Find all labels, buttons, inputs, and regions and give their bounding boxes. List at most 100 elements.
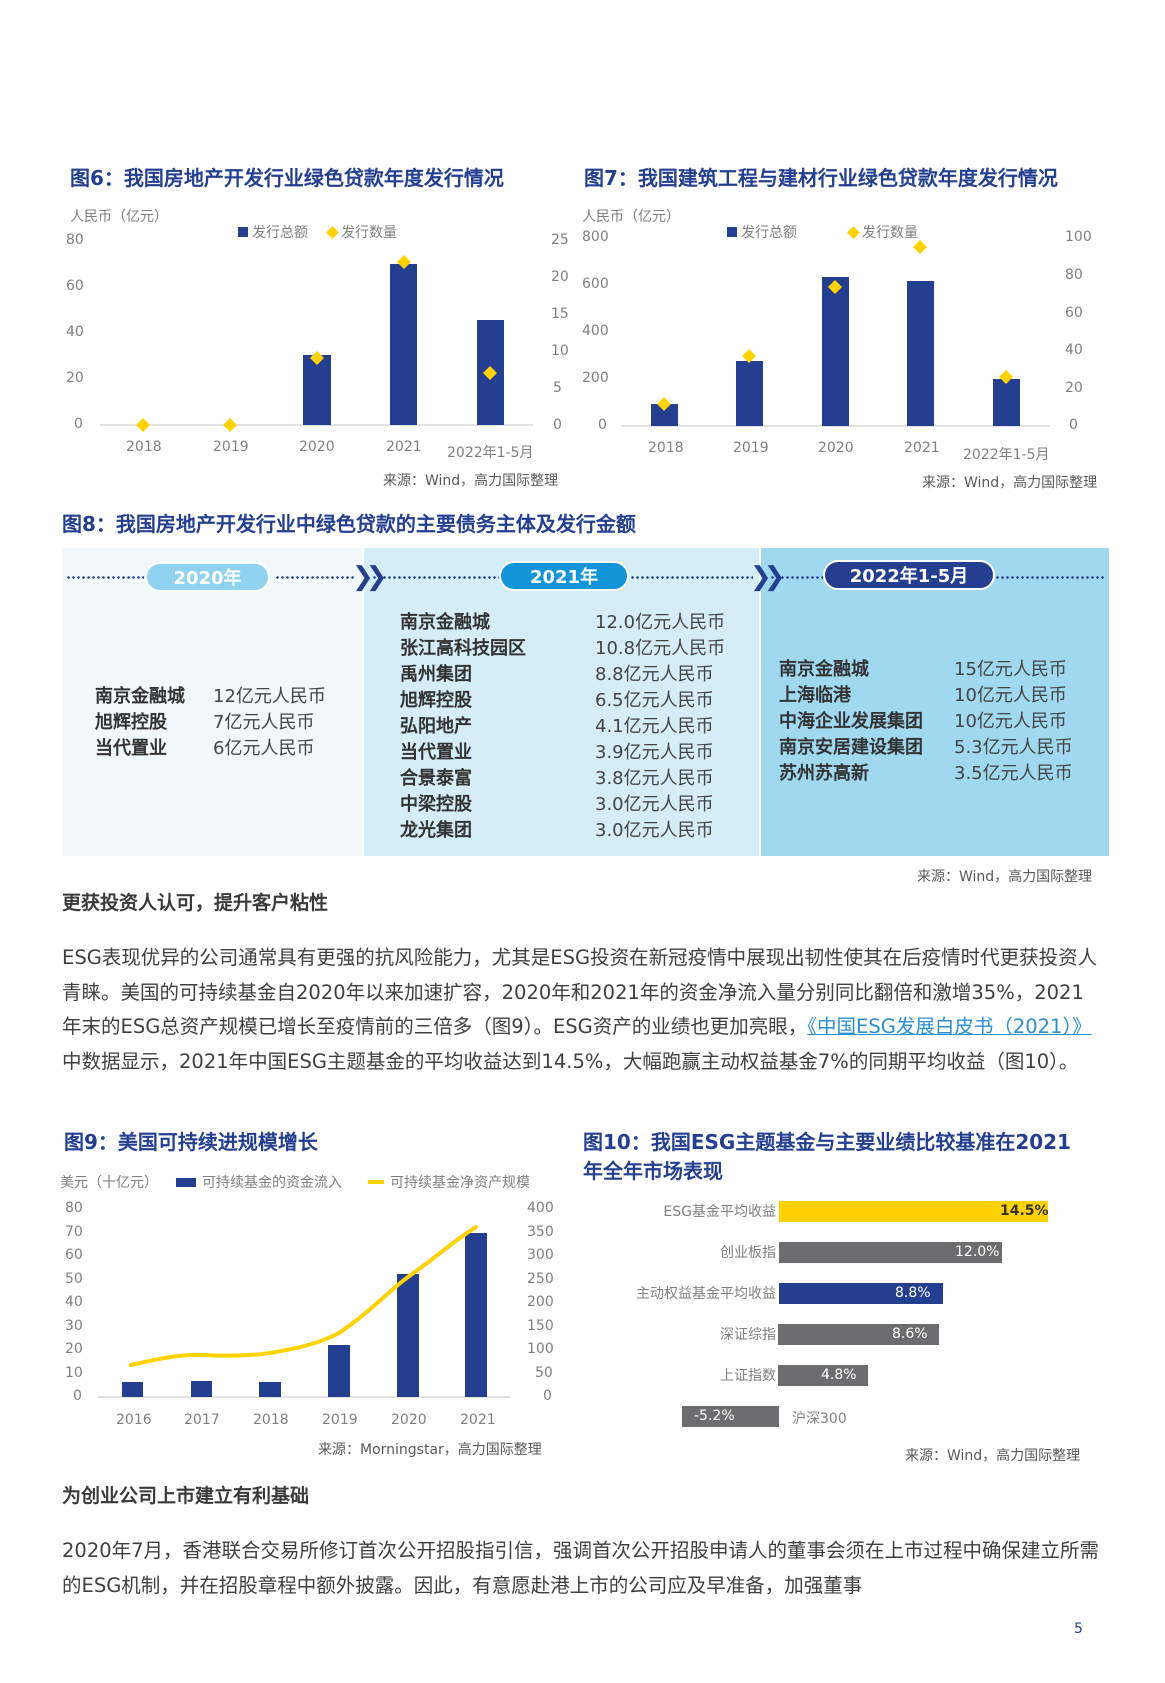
x-tick: 2019 [322, 1412, 358, 1428]
entity-amount: 3.8亿元人民币 [595, 768, 714, 789]
section-heading: 为创业公司上市建立有利基础 [62, 1485, 310, 1507]
tick: 20 [551, 269, 569, 285]
tick: 40 [65, 1294, 83, 1310]
entity-name: 中梁控股 [400, 794, 472, 815]
bar-label: 创业板指 [720, 1245, 776, 1261]
tick: 25 [551, 232, 569, 248]
bar-value: 8.6% [892, 1326, 928, 1342]
entity-amount: 10亿元人民币 [954, 685, 1067, 706]
fig8-pill-2022: 2022年1-5月 [823, 560, 995, 590]
entity-amount: 6亿元人民币 [213, 738, 315, 759]
entity-name: 南京金融城 [400, 612, 490, 633]
x-tick: 2019 [733, 440, 769, 456]
tick: 0 [598, 417, 607, 433]
fig7-y-axis-label: 人民币（亿元） [582, 209, 680, 225]
entity-name: 南京金融城 [95, 686, 185, 707]
bar-label: 主动权益基金平均收益 [636, 1286, 776, 1302]
entity-amount: 15亿元人民币 [954, 659, 1067, 680]
entity-amount: 3.0亿元人民币 [595, 794, 714, 815]
tick: 0 [73, 1388, 82, 1404]
legend-label: 可持续基金净资产规模 [390, 1175, 530, 1191]
tick: 40 [66, 324, 84, 340]
bar-value: 14.5% [1000, 1203, 1049, 1219]
fig9-y-axis-label: 美元（十亿元） [60, 1175, 158, 1191]
entity-name: 旭辉控股 [400, 690, 472, 711]
entity-amount: 10.8亿元人民币 [595, 638, 726, 659]
tick: 200 [582, 370, 609, 386]
tick: 100 [527, 1341, 554, 1357]
x-tick: 2018 [126, 439, 162, 455]
paragraph-text: ESG表现优异的公司通常具有更强的抗风险能力，尤其是ESG投资在新冠疫情中展现出… [62, 946, 1098, 1038]
bar-active-equity [779, 1283, 943, 1304]
bar-value: 4.8% [821, 1367, 857, 1383]
entity-amount: 3.5亿元人民币 [954, 763, 1073, 784]
tick: 600 [582, 276, 609, 292]
entity-name: 上海临港 [779, 685, 851, 706]
tick: 20 [66, 370, 84, 386]
tick: 20 [65, 1341, 83, 1357]
fig8-panel-2020 [62, 548, 362, 856]
fig7-title: 图7：我国建筑工程与建材行业绿色贷款年度发行情况 [584, 166, 1058, 190]
fig6-y-axis-label: 人民币（亿元） [70, 209, 168, 225]
x-tick: 2020 [299, 439, 335, 455]
fig7-legend: 发行总额 发行数量 [727, 222, 918, 242]
tick: 800 [582, 229, 609, 245]
entity-name: 南京安居建设集团 [779, 737, 923, 758]
entity-name: 南京金融城 [779, 659, 869, 680]
tick: 80 [65, 1200, 83, 1216]
x-tick: 2019 [213, 439, 249, 455]
tick: 70 [65, 1224, 83, 1240]
tick: 60 [65, 1247, 83, 1263]
body-paragraph: ESG表现优异的公司通常具有更强的抗风险能力，尤其是ESG投资在新冠疫情中展现出… [62, 941, 1102, 1079]
entity-name: 弘阳地产 [400, 716, 472, 737]
tick: 50 [535, 1365, 553, 1381]
legend-bar-swatch-icon [727, 227, 737, 237]
entity-name: 张江高科技园区 [400, 638, 526, 659]
tick: 5 [553, 380, 562, 396]
tick: 400 [527, 1200, 554, 1216]
x-tick: 2021 [904, 440, 940, 456]
legend-label: 发行总额 [741, 225, 797, 241]
tick: 300 [527, 1247, 554, 1263]
entity-amount: 3.9亿元人民币 [595, 742, 714, 763]
tick: 20 [1065, 380, 1083, 396]
fig8-panel-2021 [362, 548, 759, 856]
tick: 150 [527, 1318, 554, 1334]
entity-amount: 4.1亿元人民币 [595, 716, 714, 737]
fig8-pill-2020: 2020年 [145, 562, 270, 592]
entity-name: 旭辉控股 [95, 712, 167, 733]
entity-name: 苏州苏高新 [779, 763, 869, 784]
fig9-title: 图9：美国可持续进规模增长 [64, 1130, 318, 1154]
whitepaper-link[interactable]: 《中国ESG发展白皮书（2021）》 [807, 1015, 1092, 1038]
paragraph-text: 中数据显示，2021年中国ESG主题基金的平均收益达到14.5%，大幅跑赢主动权… [62, 1049, 1079, 1073]
tick: 80 [1065, 267, 1083, 283]
tick: 60 [66, 278, 84, 294]
timeline-dots [275, 576, 355, 579]
bar-esg-fund [779, 1201, 1048, 1222]
fig10-title-line2: 年全年市场表现 [583, 1159, 723, 1183]
fig10-source: 来源：Wind，高力国际整理 [905, 1448, 1081, 1464]
bar-value: -5.2% [694, 1408, 735, 1424]
bar-label: 沪深300 [792, 1411, 847, 1427]
fig10-title-line1: 图10：我国ESG主题基金与主要业绩比较基准在2021 [583, 1130, 1071, 1154]
entity-amount: 8.8亿元人民币 [595, 664, 714, 685]
entity-amount: 5.3亿元人民币 [954, 737, 1073, 758]
x-tick: 2022年1-5月 [963, 447, 1050, 463]
tick: 350 [527, 1224, 554, 1240]
fig8-title: 图8：我国房地产开发行业中绿色贷款的主要债务主体及发行金额 [62, 512, 636, 536]
fig8-panel-2022 [759, 548, 1109, 856]
bar-label: 上证指数 [720, 1368, 776, 1384]
bar-szse-composite [778, 1324, 939, 1345]
fig6-source: 来源：Wind，高力国际整理 [383, 473, 559, 489]
timeline-dots [66, 576, 144, 579]
x-tick: 2018 [648, 440, 684, 456]
fig8-source: 来源：Wind，高力国际整理 [917, 869, 1093, 885]
entity-amount: 12.0亿元人民币 [595, 612, 726, 633]
tick: 0 [553, 417, 562, 433]
fig9-source: 来源：Morningstar，高力国际整理 [318, 1442, 542, 1458]
x-tick: 2018 [253, 1412, 289, 1428]
timeline-dots [770, 576, 840, 579]
tick: 80 [66, 232, 84, 248]
fig6-title: 图6：我国房地产开发行业绿色贷款年度发行情况 [70, 166, 504, 190]
